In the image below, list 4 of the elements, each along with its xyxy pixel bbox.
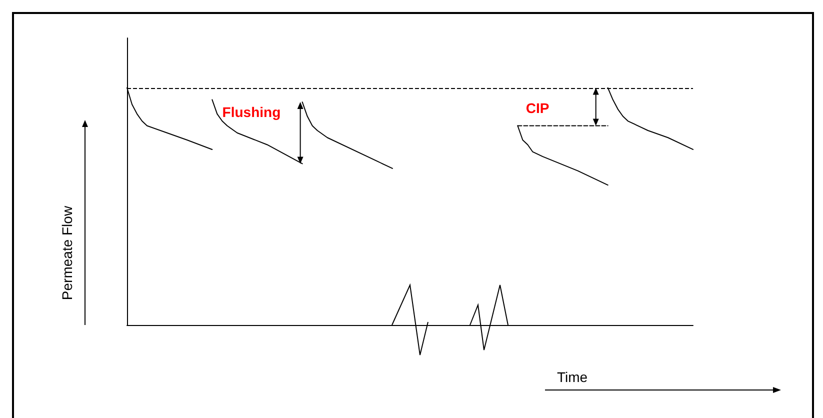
- y-axis-title: Permeate Flow: [59, 204, 75, 302]
- annotation: Flushing: [222, 104, 281, 120]
- annotation: CIP: [526, 100, 550, 116]
- x-axis-title: Time: [557, 369, 588, 385]
